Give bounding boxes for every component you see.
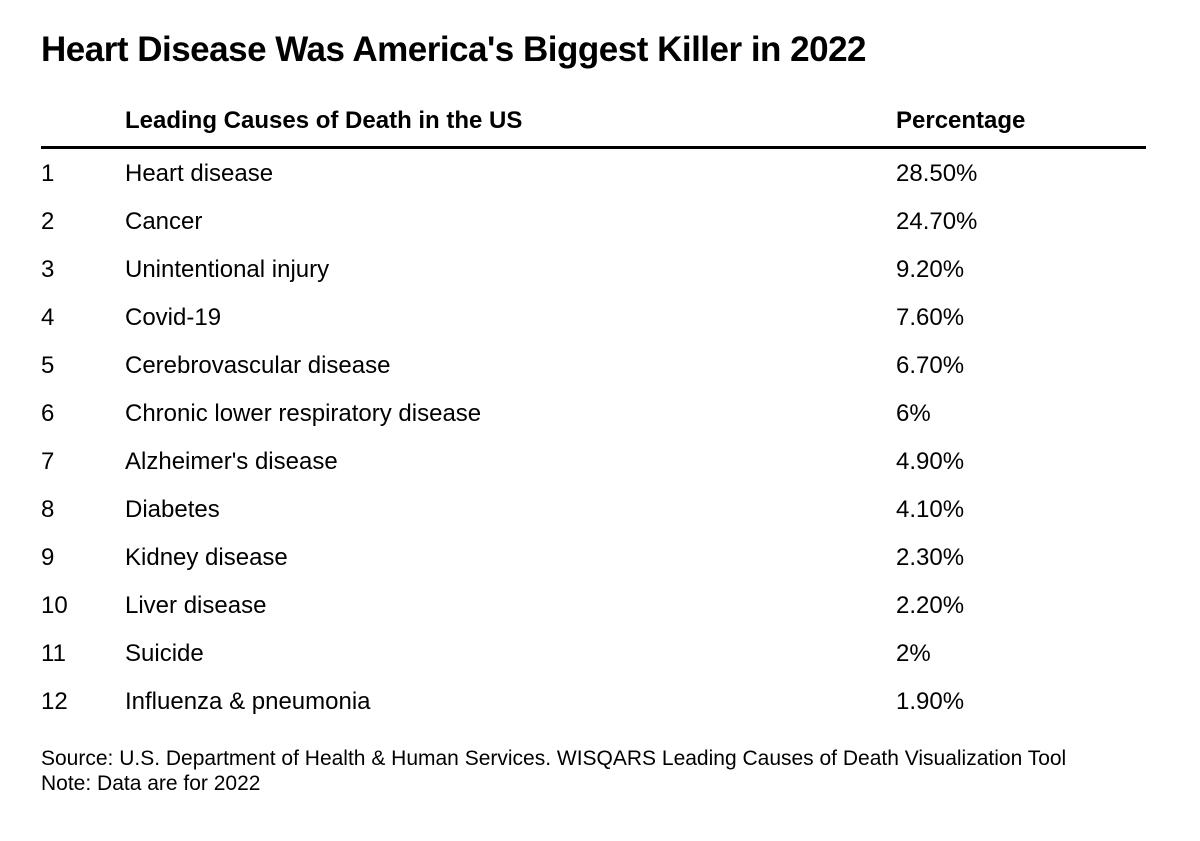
rank-cell: 6 bbox=[41, 400, 55, 427]
table-row: 12 Influenza & pneumonia 1.90% bbox=[41, 678, 1146, 726]
percentage-cell: 2.20% bbox=[896, 592, 965, 619]
rank-cell: 11 bbox=[41, 640, 66, 667]
table-row: 1 Heart disease 28.50% bbox=[41, 150, 1146, 198]
rank-cell: 5 bbox=[41, 352, 55, 379]
header-cause: Leading Causes of Death in the US bbox=[125, 107, 523, 134]
table-row: 2 Cancer 24.70% bbox=[41, 198, 1146, 246]
cause-cell: Cerebrovascular disease bbox=[125, 352, 391, 379]
table-row: 3 Unintentional injury 9.20% bbox=[41, 246, 1146, 294]
cause-cell: Liver disease bbox=[125, 592, 267, 619]
header-percentage: Percentage bbox=[896, 107, 1026, 134]
causes-of-death-table: Leading Causes of Death in the US Percen… bbox=[41, 100, 1146, 726]
rank-cell: 7 bbox=[41, 448, 55, 475]
cause-cell: Influenza & pneumonia bbox=[125, 688, 371, 715]
percentage-cell: 4.10% bbox=[896, 496, 965, 523]
table-row: 4 Covid-19 7.60% bbox=[41, 294, 1146, 342]
rank-cell: 9 bbox=[41, 544, 55, 571]
table-body: 1 Heart disease 28.50% 2 Cancer 24.70% 3 Uninte… bbox=[41, 150, 1146, 726]
rank-cell: 10 bbox=[41, 592, 68, 619]
rank-cell: 8 bbox=[41, 496, 55, 523]
table-header-row: Leading Causes of Death in the US Percen… bbox=[41, 100, 1146, 149]
cause-cell: Heart disease bbox=[125, 160, 274, 187]
percentage-cell: 4.90% bbox=[896, 448, 965, 475]
cause-cell: Kidney disease bbox=[125, 544, 288, 571]
percentage-cell: 6.70% bbox=[896, 352, 965, 379]
cause-cell: Chronic lower respiratory disease bbox=[125, 400, 482, 427]
table-row: 10 Liver disease 2.20% bbox=[41, 582, 1146, 630]
rank-cell: 12 bbox=[41, 688, 68, 715]
table-row: 7 Alzheimer's disease 4.90% bbox=[41, 438, 1146, 486]
chart-footer: Source: U.S. Department of Health & Huma… bbox=[41, 746, 1151, 796]
cause-cell: Diabetes bbox=[125, 496, 220, 523]
cause-cell: Unintentional injury bbox=[125, 256, 330, 283]
chart-title: Heart Disease Was America's Biggest Kill… bbox=[41, 30, 867, 69]
cause-cell: Alzheimer's disease bbox=[125, 448, 338, 475]
table-row: 6 Chronic lower respiratory disease 6% bbox=[41, 390, 1146, 438]
percentage-cell: 6% bbox=[896, 400, 931, 427]
rank-cell: 1 bbox=[41, 160, 55, 187]
percentage-cell: 9.20% bbox=[896, 256, 965, 283]
table-row: 9 Kidney disease 2.30% bbox=[41, 534, 1146, 582]
percentage-cell: 24.70% bbox=[896, 208, 978, 235]
table-row: 11 Suicide 2% bbox=[41, 630, 1146, 678]
source-note: Source: U.S. Department of Health & Huma… bbox=[41, 747, 1067, 770]
rank-cell: 4 bbox=[41, 304, 55, 331]
table-row: 5 Cerebrovascular disease 6.70% bbox=[41, 342, 1146, 390]
percentage-cell: 2.30% bbox=[896, 544, 965, 571]
rank-cell: 2 bbox=[41, 208, 55, 235]
percentage-cell: 1.90% bbox=[896, 688, 965, 715]
data-note: Note: Data are for 2022 bbox=[41, 772, 261, 795]
percentage-cell: 28.50% bbox=[896, 160, 978, 187]
cause-cell: Covid-19 bbox=[125, 304, 222, 331]
rank-cell: 3 bbox=[41, 256, 55, 283]
cause-cell: Cancer bbox=[125, 208, 203, 235]
percentage-cell: 2% bbox=[896, 640, 931, 667]
cause-cell: Suicide bbox=[125, 640, 204, 667]
table-row: 8 Diabetes 4.10% bbox=[41, 486, 1146, 534]
percentage-cell: 7.60% bbox=[896, 304, 965, 331]
